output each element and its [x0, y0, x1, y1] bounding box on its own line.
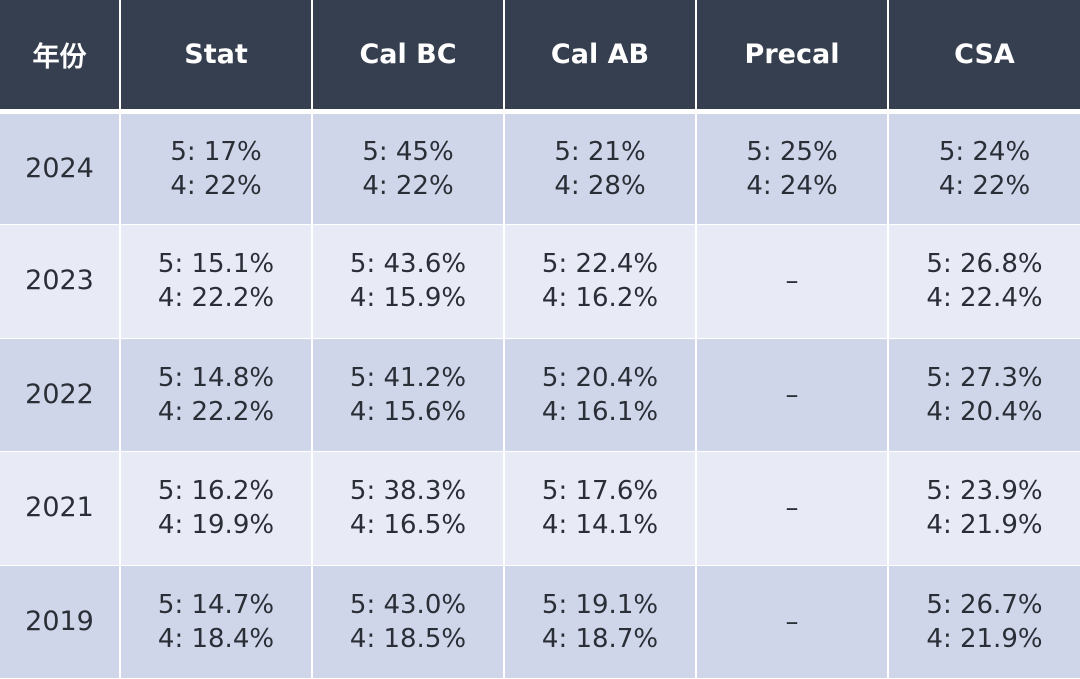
score-cell-stat: 5: 16.2% 4: 19.9% [120, 451, 313, 566]
score-4-value: 4: 22% [170, 170, 262, 201]
score-5-value: 5: 23.9% [926, 476, 1043, 507]
score-5-value: 5: 38.3% [349, 476, 467, 507]
header-precal: Precal [696, 0, 889, 114]
table-row: 2023 5: 15.1% 4: 22.2% 5: 43.6% 4: 15.9% 5: 2… [0, 224, 1080, 339]
score-cell-cal-ab: 5: 22.4% 4: 16.2% [504, 224, 697, 339]
no-data-dash: – [785, 493, 799, 524]
score-cell-cal-ab: 5: 17.6% 4: 14.1% [504, 451, 697, 566]
score-cell-precal: – [696, 565, 889, 679]
table-row: 2022 5: 14.8% 4: 22.2% 5: 41.2% 4: 15.6% 5: 2… [0, 338, 1080, 452]
score-5-value: 5: 25% [746, 136, 838, 167]
score-4-value: 4: 18.7% [541, 623, 659, 654]
header-stat: Stat [120, 0, 313, 114]
score-4-value: 4: 18.5% [349, 623, 467, 654]
header-cal-bc: Cal BC [312, 0, 505, 114]
score-4-value: 4: 16.2% [541, 283, 659, 314]
score-cell-csa: 5: 26.8% 4: 22.4% [888, 224, 1080, 339]
score-cell-cal-ab: 5: 21% 4: 28% [504, 111, 697, 225]
score-cell-cal-ab: 5: 20.4% 4: 16.1% [504, 338, 697, 452]
table-row: 2021 5: 16.2% 4: 19.9% 5: 38.3% 4: 16.5% 5: 1… [0, 451, 1080, 566]
header-row: 年份 Stat Cal BC Cal AB Precal CSA [0, 0, 1080, 114]
score-4-value: 4: 24% [746, 170, 838, 201]
score-cell-csa: 5: 26.7% 4: 21.9% [888, 565, 1080, 679]
score-cell-precal: 5: 25% 4: 24% [696, 111, 889, 225]
score-4-value: 4: 22.4% [926, 283, 1043, 314]
score-cell-cal-bc: 5: 43.0% 4: 18.5% [312, 565, 505, 679]
score-4-value: 4: 22.2% [157, 283, 275, 314]
score-cell-precal: – [696, 224, 889, 339]
table-row: 2019 5: 14.7% 4: 18.4% 5: 43.0% 4: 18.5% 5: 1… [0, 565, 1080, 679]
no-data-dash: – [785, 379, 799, 410]
score-5-value: 5: 15.1% [157, 249, 275, 280]
score-4-value: 4: 21.9% [926, 623, 1043, 654]
no-data-dash: – [785, 266, 799, 297]
score-5-value: 5: 41.2% [349, 362, 467, 393]
score-cell-csa: 5: 27.3% 4: 20.4% [888, 338, 1080, 452]
header-year: 年份 [0, 0, 121, 114]
no-data-dash: – [785, 606, 799, 637]
score-cell-precal: – [696, 338, 889, 452]
score-cell-csa: 5: 23.9% 4: 21.9% [888, 451, 1080, 566]
score-cell-stat: 5: 14.7% 4: 18.4% [120, 565, 313, 679]
score-cell-stat: 5: 15.1% 4: 22.2% [120, 224, 313, 339]
score-5-value: 5: 14.7% [157, 589, 275, 620]
score-5-value: 5: 17.6% [541, 476, 659, 507]
score-4-value: 4: 22% [362, 170, 454, 201]
table-body: 2024 5: 17% 4: 22% 5: 45% 4: 22% 5: 21% 4: 28%… [0, 111, 1080, 679]
score-4-value: 4: 19.9% [157, 510, 275, 541]
score-5-value: 5: 43.0% [349, 589, 467, 620]
score-5-value: 5: 22.4% [541, 249, 659, 280]
score-4-value: 4: 16.1% [541, 396, 659, 427]
score-4-value: 4: 14.1% [541, 510, 659, 541]
score-4-value: 4: 28% [554, 170, 646, 201]
score-cell-cal-bc: 5: 45% 4: 22% [312, 111, 505, 225]
score-cell-stat: 5: 17% 4: 22% [120, 111, 313, 225]
score-5-value: 5: 21% [554, 136, 646, 167]
score-5-value: 5: 43.6% [349, 249, 467, 280]
score-4-value: 4: 15.9% [349, 283, 467, 314]
score-4-value: 4: 15.6% [349, 396, 467, 427]
score-cell-stat: 5: 14.8% 4: 22.2% [120, 338, 313, 452]
year-cell: 2021 [0, 451, 121, 566]
score-4-value: 4: 18.4% [157, 623, 275, 654]
score-4-value: 4: 16.5% [349, 510, 467, 541]
score-4-value: 4: 22.2% [157, 396, 275, 427]
score-5-value: 5: 27.3% [926, 362, 1043, 393]
score-5-value: 5: 45% [362, 136, 454, 167]
year-cell: 2024 [0, 111, 121, 225]
table-header: 年份 Stat Cal BC Cal AB Precal CSA [0, 0, 1080, 114]
header-csa: CSA [888, 0, 1080, 114]
score-cell-cal-ab: 5: 19.1% 4: 18.7% [504, 565, 697, 679]
score-4-value: 4: 21.9% [926, 510, 1043, 541]
table-row: 2024 5: 17% 4: 22% 5: 45% 4: 22% 5: 21% 4: 28%… [0, 111, 1080, 225]
score-4-value: 4: 22% [938, 170, 1031, 201]
score-cell-cal-bc: 5: 43.6% 4: 15.9% [312, 224, 505, 339]
score-5-value: 5: 26.7% [926, 589, 1043, 620]
score-4-value: 4: 20.4% [926, 396, 1043, 427]
score-5-value: 5: 19.1% [541, 589, 659, 620]
year-cell: 2023 [0, 224, 121, 339]
score-5-value: 5: 26.8% [926, 249, 1043, 280]
score-5-value: 5: 20.4% [541, 362, 659, 393]
year-cell: 2019 [0, 565, 121, 679]
score-5-value: 5: 24% [938, 136, 1031, 167]
score-cell-precal: – [696, 451, 889, 566]
score-5-value: 5: 17% [170, 136, 262, 167]
score-cell-csa: 5: 24% 4: 22% [888, 111, 1080, 225]
score-cell-cal-bc: 5: 41.2% 4: 15.6% [312, 338, 505, 452]
header-cal-ab: Cal AB [504, 0, 697, 114]
score-cell-cal-bc: 5: 38.3% 4: 16.5% [312, 451, 505, 566]
score-5-value: 5: 16.2% [157, 476, 275, 507]
year-cell: 2022 [0, 338, 121, 452]
score-5-value: 5: 14.8% [157, 362, 275, 393]
